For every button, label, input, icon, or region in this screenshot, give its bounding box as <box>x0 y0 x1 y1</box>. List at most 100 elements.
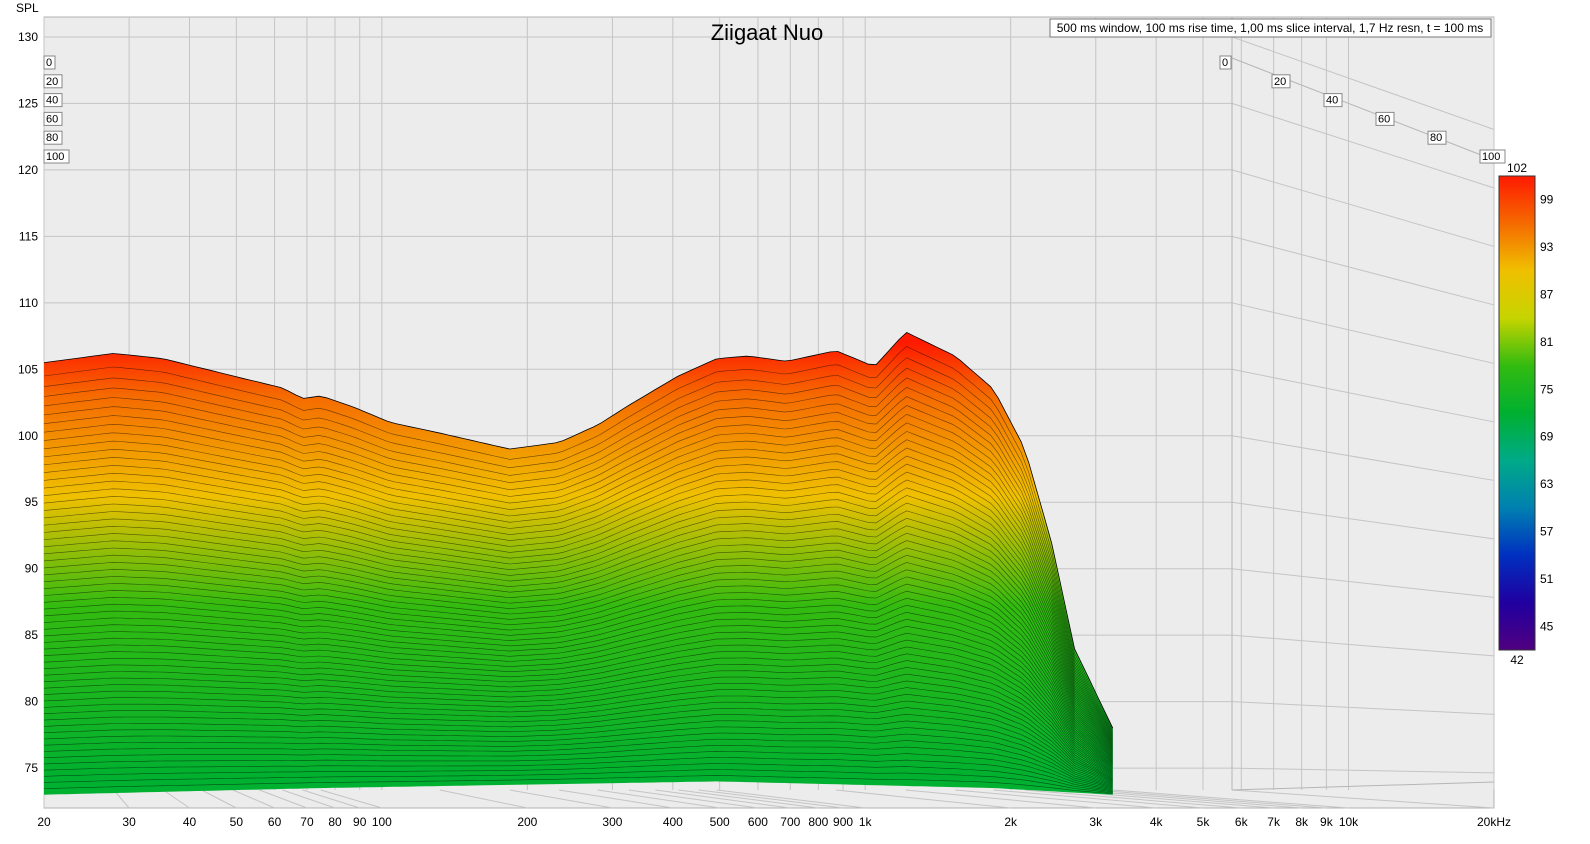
slice-line <box>44 738 1113 789</box>
slice-line <box>44 346 1114 731</box>
y-tick-label: 125 <box>18 96 38 110</box>
colorbar-tick-label: 51 <box>1540 572 1554 586</box>
grid-line-wall <box>1231 368 1495 423</box>
floor-line <box>439 789 528 809</box>
slice-line <box>44 720 1113 786</box>
x-tick-label: 10k <box>1339 815 1359 829</box>
slice-line <box>44 611 1113 770</box>
slice-line <box>44 763 1113 793</box>
waterfall-ridge <box>44 332 1114 729</box>
floor-line <box>905 789 1096 809</box>
colorbar-tick-label: 87 <box>1540 288 1554 302</box>
slice-line <box>44 707 1113 784</box>
slice-line <box>44 487 1114 752</box>
colorbar-tick-label: 69 <box>1540 430 1554 444</box>
slice-line <box>44 471 1114 749</box>
grid-line-wall <box>1231 634 1495 657</box>
slice-line <box>44 517 1114 756</box>
slice-line <box>44 769 1113 794</box>
time-tick-label: 20 <box>46 76 58 88</box>
grid-line-wall <box>1231 435 1495 481</box>
floor-line <box>628 789 759 809</box>
slice-line <box>44 377 1114 736</box>
x-tick-label: 200 <box>517 815 537 829</box>
slice-line <box>44 431 1114 743</box>
y-tick-label: 100 <box>18 429 38 443</box>
time-tick-label: 60 <box>46 113 58 125</box>
x-tick-label: 7k <box>1267 815 1281 829</box>
time-tick-box <box>1219 55 1232 70</box>
floor-line <box>162 789 190 809</box>
slice-line <box>44 667 1113 778</box>
x-tick-label: 1k <box>859 815 873 829</box>
time-axis-right: 0 20 40 60 80 100 <box>1219 55 1506 164</box>
slice-line <box>44 775 1113 795</box>
x-tick-label: 60 <box>268 815 282 829</box>
floor-line <box>201 789 237 809</box>
time-tick-box <box>1323 93 1343 108</box>
slice-line <box>44 439 1114 745</box>
time-tick-box <box>1479 149 1506 164</box>
grid-line-wall <box>1231 36 1495 130</box>
time-tick-label: 80 <box>46 132 58 144</box>
slice-line <box>44 597 1114 768</box>
time-tick-box <box>1375 111 1395 126</box>
x-tick-label: 600 <box>748 815 768 829</box>
time-tick-label: 40 <box>1326 95 1338 107</box>
slice-line <box>44 660 1113 777</box>
y-tick-label: 80 <box>25 695 39 709</box>
grid-line-wall <box>1231 169 1495 247</box>
x-tick-label: 300 <box>602 815 622 829</box>
x-tick-label: 6k <box>1235 815 1249 829</box>
x-tick-label: 40 <box>183 815 197 829</box>
waterfall-surface <box>44 332 1113 795</box>
slice-line <box>44 554 1114 762</box>
chart-subtitle: 500 ms window, 100 ms rise time, 1,00 ms… <box>1057 21 1484 35</box>
colorbar-tick-label: 75 <box>1540 382 1554 396</box>
slice-line <box>44 413 1114 741</box>
floor-grid <box>43 781 1495 809</box>
x-tick-label: 700 <box>780 815 800 829</box>
floor-line <box>509 789 613 809</box>
slice-line <box>44 646 1113 775</box>
slice-line <box>44 463 1114 748</box>
floor-line <box>993 789 1204 809</box>
x-tick-label: 2k <box>1004 815 1018 829</box>
slice-line <box>44 479 1114 750</box>
x-tick-label: 900 <box>833 815 853 829</box>
x-tick-label: 400 <box>663 815 683 829</box>
x-tick-label: 70 <box>300 815 314 829</box>
time-axis-left: 0 20 40 60 80 100 <box>43 55 70 164</box>
x-tick-label: 3k <box>1089 815 1103 829</box>
x-tick-label: 500 <box>710 815 730 829</box>
slice-line <box>44 732 1113 788</box>
time-tick-label: 60 <box>1378 113 1390 125</box>
grid-line-wall <box>1231 102 1495 189</box>
time-tick-label: 0 <box>46 57 52 69</box>
x-tick-label: 90 <box>353 815 367 829</box>
grid-line-wall <box>1231 568 1495 598</box>
colorbar-ticks: 102 99 93 87 81 75 69 63 57 51 45 42 <box>1507 161 1554 667</box>
slice-line <box>44 562 1114 763</box>
slice-line <box>44 510 1114 755</box>
floor-line <box>716 789 866 809</box>
colorbar-tick-label: 57 <box>1540 525 1554 539</box>
slice-line <box>44 447 1114 746</box>
time-tick-box <box>43 130 63 145</box>
slice-line <box>44 387 1114 737</box>
slice-line <box>44 422 1114 742</box>
slice-line <box>44 693 1113 782</box>
slice-line <box>44 745 1113 790</box>
slice-line <box>44 532 1114 758</box>
slice-line <box>44 726 1113 787</box>
grid-line-wall <box>1231 701 1495 715</box>
slice-line <box>44 632 1113 773</box>
time-tick-label: 100 <box>1482 151 1500 163</box>
y-tick-label: 115 <box>19 229 38 243</box>
x-tick-label: 4k <box>1150 815 1164 829</box>
time-tick-label: 80 <box>1430 132 1442 144</box>
grid-line-wall <box>1231 302 1495 364</box>
y-tick-label: 110 <box>19 296 38 310</box>
floor-line <box>559 789 673 809</box>
